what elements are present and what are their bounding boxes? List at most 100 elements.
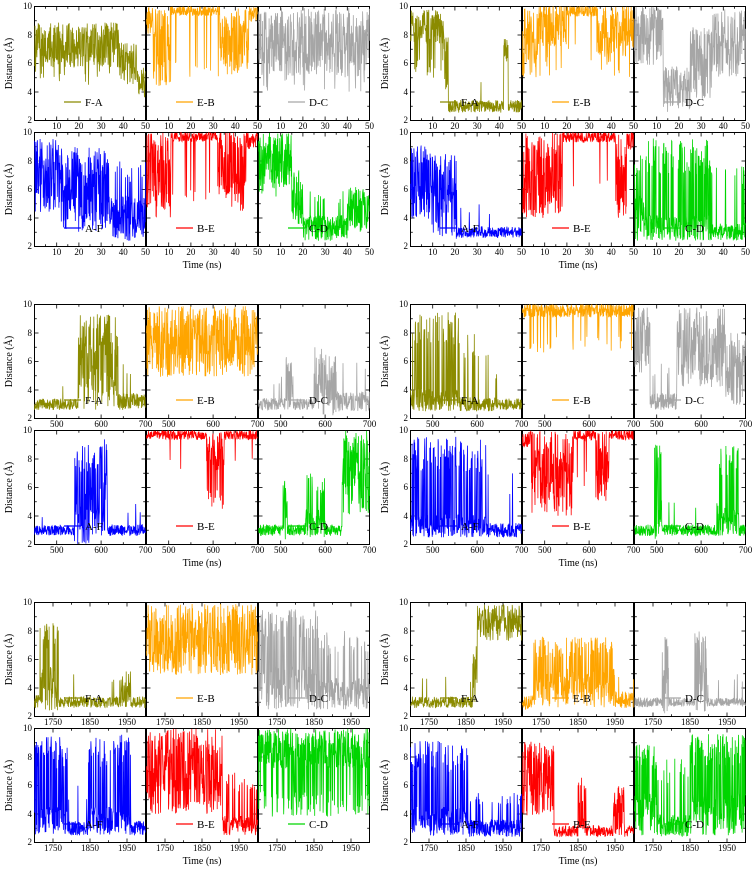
y-axis-gutter: Distance (Å) 2 4 6 8 10 bbox=[4, 299, 34, 423]
subplot-svg-C-D: C-D bbox=[258, 430, 370, 545]
trace-F-A bbox=[410, 604, 522, 709]
subplot-cell-E-B: E-B bbox=[146, 602, 258, 717]
x-tick-strip: 1750 1850 1950 bbox=[522, 717, 634, 728]
x-tick-label: 600 bbox=[694, 545, 708, 555]
y-axis-label-text: Distance (Å) bbox=[4, 461, 16, 514]
y-axis-label: Distance (Å) bbox=[380, 430, 392, 545]
axis-ticks bbox=[146, 6, 258, 121]
subplot-cell-D-C: D-C bbox=[634, 304, 746, 419]
subplot-cell-C-D: C-D bbox=[634, 132, 746, 247]
subplot-cell-B-E: B-E bbox=[522, 728, 634, 843]
axis-ticks bbox=[258, 6, 370, 121]
x-tick-label: 30 bbox=[320, 247, 330, 257]
axis-ticks bbox=[634, 430, 746, 545]
y-axis-label: Distance (Å) bbox=[380, 728, 392, 843]
x-axis-label-spacer bbox=[382, 854, 410, 870]
trace-D-C bbox=[634, 6, 746, 112]
y-axis-label-text: Distance (Å) bbox=[380, 461, 392, 514]
subplot-svg-D-C: D-C bbox=[634, 6, 746, 121]
x-tick-label: 1950 bbox=[342, 717, 360, 727]
x-tick-label: 1950 bbox=[718, 717, 736, 727]
subplot-cell-F-A: F-A bbox=[34, 602, 146, 717]
x-tick-label: 600 bbox=[582, 545, 596, 555]
subplot-svg-B-E: B-E bbox=[146, 728, 258, 843]
x-tick-label: 700 bbox=[738, 419, 752, 429]
x-tick-label: 50 bbox=[141, 247, 150, 257]
panel-top-right: Distance (Å) 2 4 6 8 10 F-A E-B D-C 10 20 30 40 50 10 2… bbox=[380, 1, 751, 274]
y-tick-label: 8 bbox=[27, 327, 33, 338]
trace-C-D bbox=[634, 138, 746, 241]
x-tick-label: 700 bbox=[362, 419, 377, 429]
x-tick-strip: 1750 1850 1950 bbox=[522, 843, 634, 854]
x-tick-strip: 10 20 30 40 50 bbox=[258, 247, 374, 258]
x-tick-label: 600 bbox=[582, 419, 596, 429]
x-tick-label: 20 bbox=[298, 247, 308, 257]
subplot-svg-D-C: D-C bbox=[634, 304, 746, 419]
x-tick-label: 1850 bbox=[305, 717, 323, 727]
legend-label-C-D: C-D bbox=[685, 521, 704, 533]
x-axis-label: Time (ns) bbox=[182, 558, 222, 569]
subplot-svg-E-B: E-B bbox=[522, 6, 634, 121]
x-tick-label: 10 bbox=[164, 247, 174, 257]
x-tick-label: 10 bbox=[652, 121, 662, 131]
x-tick-label: 600 bbox=[318, 419, 332, 429]
y-axis-label: Distance (Å) bbox=[380, 602, 392, 717]
trace-A-F bbox=[34, 138, 146, 241]
y-axis-label-text: Distance (Å) bbox=[380, 37, 392, 90]
x-tick-strip: 500 600 700 bbox=[522, 419, 640, 430]
x-tick-label: 600 bbox=[206, 419, 220, 429]
x-tick-label: 30 bbox=[584, 247, 594, 257]
y-axis-label-text: Distance (Å) bbox=[4, 163, 16, 216]
axis-ticks bbox=[258, 304, 370, 419]
legend-label-A-F: A-F bbox=[461, 819, 479, 831]
y-axis-label: Distance (Å) bbox=[4, 304, 16, 419]
x-tick-label: 1950 bbox=[118, 843, 136, 853]
y-axis-label-text: Distance (Å) bbox=[380, 633, 392, 686]
subplot-cell-E-B: E-B bbox=[146, 6, 258, 121]
y-axis-label-text: Distance (Å) bbox=[4, 759, 16, 812]
y-tick-label: 4 bbox=[27, 86, 33, 97]
x-tick-label: 20 bbox=[186, 121, 196, 131]
x-tick-label: 20 bbox=[674, 247, 684, 257]
x-tick-strip: 1750 1850 1950 bbox=[258, 843, 370, 854]
subplot-cell-B-E: B-E bbox=[522, 430, 634, 545]
y-axis-gutter: Distance (Å) 2 4 6 8 10 bbox=[381, 299, 410, 423]
x-tick-label: 40 bbox=[718, 121, 728, 131]
x-tick-label: 1950 bbox=[606, 843, 624, 853]
subplot-svg-C-D: C-D bbox=[258, 728, 370, 843]
y-tick-label: 4 bbox=[403, 808, 409, 819]
trace-B-E bbox=[522, 132, 634, 218]
x-tick-label: 1750 bbox=[532, 843, 550, 853]
y-tick-label: 2 bbox=[403, 241, 409, 251]
legend-label-B-E: B-E bbox=[573, 223, 591, 235]
y-axis-gutter: Distance (Å) 2 4 6 8 10 bbox=[380, 723, 410, 847]
subplot-cell-F-A: F-A bbox=[34, 6, 146, 121]
subplot-cell-A-F: A-F bbox=[410, 430, 522, 545]
x-tick-strip: 10 20 30 40 50 bbox=[34, 121, 150, 132]
y-tick-label: 8 bbox=[27, 625, 33, 636]
axis-ticks bbox=[34, 602, 146, 717]
subplot-cell-E-B: E-B bbox=[146, 304, 258, 419]
panel-bottom-right: Distance (Å) 2 4 6 8 10 F-A E-B D-C 1750 1850 1950 1… bbox=[380, 597, 746, 870]
y-axis-label-text: Distance (Å) bbox=[4, 335, 16, 388]
x-tick-label: 50 bbox=[741, 247, 750, 257]
subplot-svg-B-E: B-E bbox=[522, 430, 634, 545]
subplot-svg-C-D: C-D bbox=[634, 132, 746, 247]
x-tick-label: 1850 bbox=[569, 717, 587, 727]
x-tick-strip: 10 20 30 40 50 bbox=[258, 121, 374, 132]
y-tick-label: 10 bbox=[23, 425, 32, 435]
legend-label-C-D: C-D bbox=[685, 223, 704, 235]
x-axis-label-spacer bbox=[382, 556, 410, 572]
panel-top-left: Distance (Å) 2 4 6 8 10 F-A E-B D-C 10 20 30 40 50 10 2… bbox=[4, 1, 375, 274]
x-tick-label: 10 bbox=[164, 121, 174, 131]
subplot-cell-A-F: A-F bbox=[34, 728, 146, 843]
y-axis-label-text: Distance (Å) bbox=[380, 759, 392, 812]
x-tick-strip: 1750 1850 1950 bbox=[146, 843, 258, 854]
y-axis-label: Distance (Å) bbox=[380, 132, 392, 247]
legend-label-C-D: C-D bbox=[309, 223, 328, 235]
x-tick-label: 500 bbox=[161, 545, 176, 555]
x-tick-strip: 10 20 30 40 50 bbox=[634, 247, 750, 258]
axis-ticks bbox=[634, 728, 746, 843]
axis-ticks bbox=[258, 132, 370, 247]
